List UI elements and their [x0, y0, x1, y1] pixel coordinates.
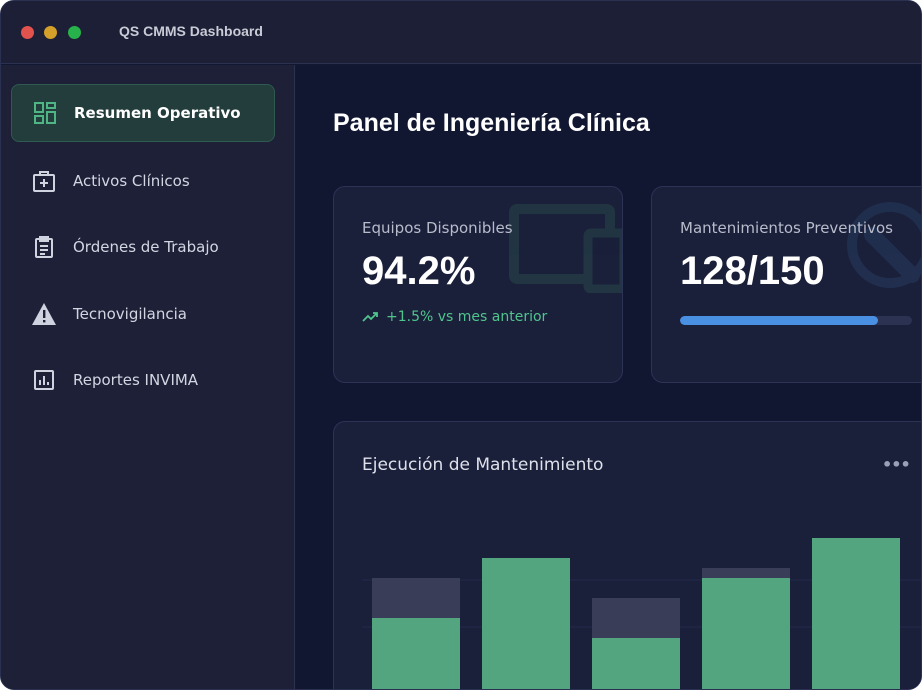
- main-content: Panel de Ingeniería Clínica Equipos Disp…: [296, 65, 921, 689]
- sidebar-item-label: Activos Clínicos: [73, 172, 190, 190]
- bar-executed: [812, 538, 900, 689]
- close-window-button[interactable]: [21, 26, 34, 39]
- bar-executed: [702, 578, 790, 689]
- card-value: 94.2%: [362, 249, 476, 293]
- trend-up-icon: [362, 312, 378, 322]
- sidebar: Resumen Operativo Activos Clínicos Órden…: [1, 65, 295, 689]
- sidebar-item-label: Reportes INVIMA: [73, 371, 199, 389]
- sidebar-item-reportes-invima[interactable]: Reportes INVIMA: [11, 351, 275, 409]
- bar-executed: [372, 618, 460, 689]
- bar-chart: [362, 538, 921, 689]
- sidebar-item-ordenes-de-trabajo[interactable]: Órdenes de Trabajo: [11, 218, 275, 276]
- maintenance-chart-card: Ejecución de Mantenimiento •••: [333, 421, 921, 689]
- title-bar: QS CMMS Dashboard: [1, 1, 921, 64]
- sidebar-item-tecnovigilancia[interactable]: Tecnovigilancia: [11, 285, 275, 343]
- sidebar-item-activos-clinicos[interactable]: Activos Clínicos: [11, 152, 275, 210]
- kpi-card-mantenimientos-preventivos: Mantenimientos Preventivos 128/150: [651, 186, 921, 383]
- devices-icon: [509, 204, 622, 293]
- sidebar-item-label: Tecnovigilancia: [73, 305, 187, 323]
- kpi-card-equipos-disponibles: Equipos Disponibles 94.2% +1.5% vs mes a…: [333, 186, 623, 383]
- sidebar-item-label: Órdenes de Trabajo: [73, 238, 219, 256]
- clipboard-icon: [31, 234, 57, 260]
- report-chart-icon: [31, 367, 57, 393]
- bar-executed: [482, 558, 570, 689]
- bar-executed: [592, 638, 680, 689]
- warning-icon: [31, 301, 57, 327]
- card-label: Equipos Disponibles: [362, 219, 513, 237]
- wrench-icon: [847, 202, 921, 288]
- window-title: QS CMMS Dashboard: [119, 23, 263, 39]
- maximize-window-button[interactable]: [68, 26, 81, 39]
- minimize-window-button[interactable]: [44, 26, 57, 39]
- sidebar-item-label: Resumen Operativo: [74, 104, 241, 122]
- page-title: Panel de Ingeniería Clínica: [333, 109, 650, 137]
- medical-kit-icon: [31, 168, 57, 194]
- dashboard-icon: [32, 100, 58, 126]
- trend-indicator: +1.5% vs mes anterior: [362, 309, 547, 325]
- progress-fill: [680, 316, 878, 325]
- progress-bar: [680, 316, 912, 325]
- more-dots-icon[interactable]: •••: [882, 455, 911, 474]
- card-label: Mantenimientos Preventivos: [680, 219, 893, 237]
- card-value: 128/150: [680, 249, 825, 293]
- sidebar-item-resumen-operativo[interactable]: Resumen Operativo: [11, 84, 275, 142]
- chart-title: Ejecución de Mantenimiento: [362, 455, 604, 475]
- trend-text: +1.5% vs mes anterior: [386, 309, 548, 325]
